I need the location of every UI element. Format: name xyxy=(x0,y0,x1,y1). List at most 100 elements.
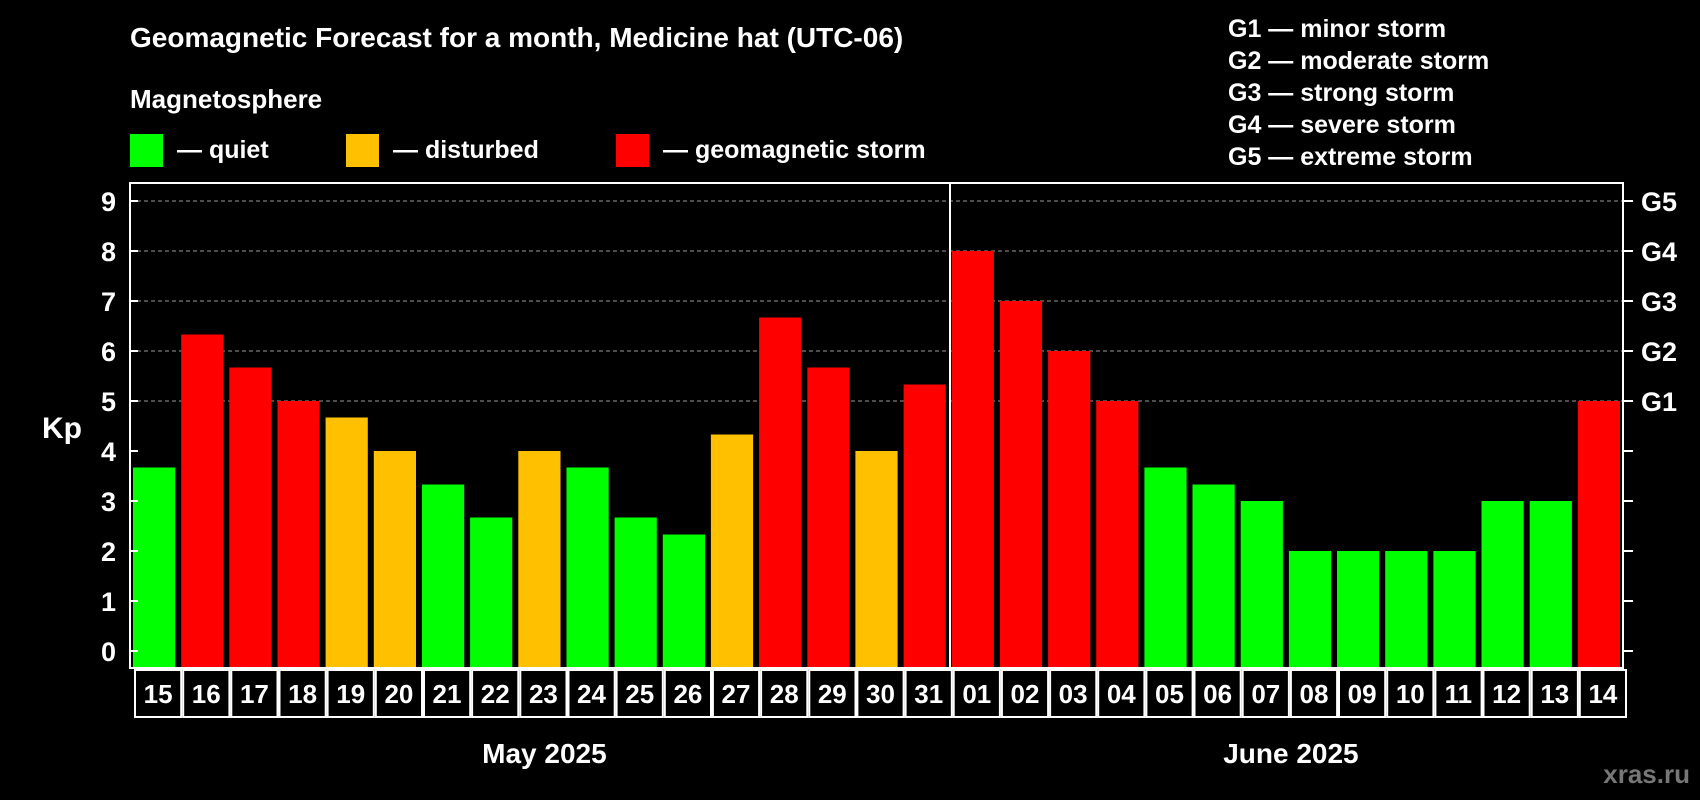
y-tick-label: 8 xyxy=(101,237,116,267)
legend-label-storm: — geomagnetic storm xyxy=(663,136,926,164)
storm-level-label: G5 xyxy=(1641,187,1677,217)
bar xyxy=(1577,401,1620,668)
bar xyxy=(614,517,657,668)
day-label: 17 xyxy=(240,679,269,709)
day-cell xyxy=(182,669,231,718)
bar xyxy=(1240,501,1283,668)
day-cell xyxy=(760,669,809,718)
day-label: 30 xyxy=(866,679,895,709)
bar xyxy=(903,384,946,668)
day-label: 21 xyxy=(433,679,462,709)
day-cell xyxy=(1578,669,1628,718)
storm-level-g1: G1 — minor storm xyxy=(1228,15,1446,43)
day-cell xyxy=(1241,669,1290,718)
day-label: 06 xyxy=(1203,679,1232,709)
month-label: June 2025 xyxy=(1223,738,1358,769)
bar xyxy=(662,534,705,668)
day-label: 08 xyxy=(1300,679,1329,709)
day-label: 02 xyxy=(1011,679,1040,709)
day-label: 13 xyxy=(1540,679,1569,709)
storm-level-label: G1 xyxy=(1641,387,1677,417)
day-cell xyxy=(1049,669,1098,718)
y-tick-label: 0 xyxy=(101,637,116,667)
day-cell xyxy=(615,669,664,718)
day-cell xyxy=(1289,669,1339,718)
y-axis: 0 1 2 3 4 5 6 7 8 9 xyxy=(101,187,138,667)
bar xyxy=(1192,484,1235,668)
bar xyxy=(1144,467,1187,668)
bar xyxy=(1337,551,1380,668)
month-labels: May 2025 June 2025 xyxy=(482,738,1358,769)
bar xyxy=(999,301,1043,668)
day-cell xyxy=(1000,669,1050,718)
day-label: 16 xyxy=(192,679,221,709)
y-tick-label: 9 xyxy=(101,187,116,217)
day-cell xyxy=(230,669,279,718)
storm-level-g4: G4 — severe storm xyxy=(1228,111,1456,139)
bar xyxy=(855,451,898,668)
day-label: 18 xyxy=(288,679,317,709)
month-label: May 2025 xyxy=(482,738,607,769)
day-cell xyxy=(856,669,905,718)
day-cell xyxy=(519,669,568,718)
legend-label-disturbed: — disturbed xyxy=(393,136,539,164)
legend-title: Magnetosphere xyxy=(130,84,322,114)
legend-swatch-quiet xyxy=(130,134,163,167)
bar xyxy=(1385,551,1428,668)
day-label: 05 xyxy=(1155,679,1184,709)
day-label: 24 xyxy=(577,679,606,709)
day-cell xyxy=(423,669,472,718)
grid-lines xyxy=(130,200,1623,402)
day-cell xyxy=(471,669,520,718)
storm-level-label: G3 xyxy=(1641,287,1677,317)
day-cell xyxy=(808,669,857,718)
plot-frame xyxy=(129,182,1624,669)
bar xyxy=(710,434,754,668)
storm-level-key: G1 — minor storm G2 — moderate storm G3 … xyxy=(1228,15,1489,171)
day-cell xyxy=(134,669,183,718)
bar xyxy=(277,401,320,668)
day-cell xyxy=(374,669,423,718)
day-label: 04 xyxy=(1107,679,1136,709)
day-cell xyxy=(1482,669,1531,718)
y-tick-label: 2 xyxy=(101,537,116,567)
bar xyxy=(518,451,561,668)
day-cell xyxy=(1434,669,1483,718)
storm-level-g2: G2 — moderate storm xyxy=(1228,47,1489,75)
day-cell xyxy=(1097,669,1146,718)
bar xyxy=(373,451,416,668)
day-label: 27 xyxy=(722,679,751,709)
day-label: 20 xyxy=(384,679,413,709)
chart-title: Geomagnetic Forecast for a month, Medici… xyxy=(130,22,903,53)
day-cell xyxy=(1145,669,1194,718)
bar xyxy=(470,517,513,668)
x-axis: 15 16 17 18 19 20 21 22 23 24 25 26 27 28 29 30 31 01 02 03… xyxy=(134,669,1628,718)
storm-level-g5: G5 — extreme storm xyxy=(1228,143,1473,171)
day-label: 19 xyxy=(336,679,365,709)
day-label: 09 xyxy=(1348,679,1377,709)
day-label: 29 xyxy=(818,679,847,709)
storm-level-label: G2 xyxy=(1641,337,1677,367)
bar xyxy=(759,317,802,668)
bar xyxy=(133,467,176,668)
day-cell xyxy=(663,669,712,718)
bar xyxy=(181,334,224,668)
y-tick-label: 3 xyxy=(101,487,116,517)
day-label: 11 xyxy=(1445,679,1473,709)
y-axis-label: Kp xyxy=(42,412,82,445)
day-cell xyxy=(278,669,327,718)
day-cell xyxy=(1338,669,1387,718)
bar xyxy=(1048,351,1091,668)
legend: — quiet — disturbed — geomagnetic storm xyxy=(130,134,926,167)
day-label: 22 xyxy=(481,679,510,709)
day-label: 25 xyxy=(625,679,654,709)
bar xyxy=(1433,551,1476,668)
day-label: 28 xyxy=(770,679,799,709)
day-cell xyxy=(904,669,953,718)
storm-level-g3: G3 — strong storm xyxy=(1228,79,1454,107)
bar xyxy=(807,367,850,668)
day-label: 03 xyxy=(1059,679,1088,709)
y-tick-label: 6 xyxy=(101,337,116,367)
bar xyxy=(1096,401,1139,668)
